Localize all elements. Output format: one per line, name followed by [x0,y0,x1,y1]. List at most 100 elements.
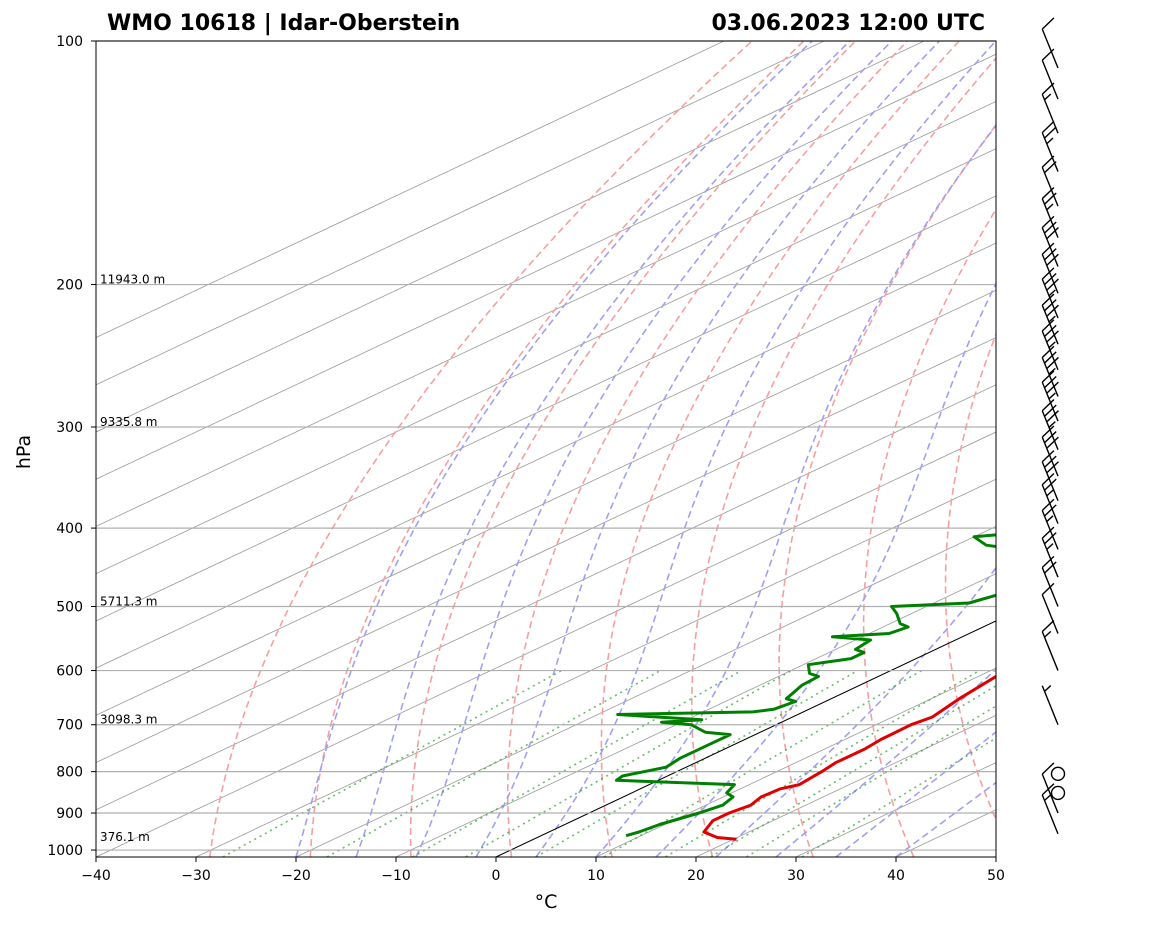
height-label: 5711.3 m [100,594,158,608]
y-tick-label: 700 [56,718,83,734]
wind-barb [1041,17,1059,69]
wind-barb [1041,293,1059,345]
x-tick-label: 40 [887,868,905,884]
height-label: 11943.0 m [100,273,165,287]
height-label: 9335.8 m [100,415,158,429]
wind-barb [1041,425,1059,477]
wind-barb [1041,685,1059,725]
x-tick-label: −40 [81,868,111,884]
moist-adiabat [895,781,996,857]
wind-barbs [1041,17,1066,835]
moist-adiabat [355,41,851,857]
mixing-ratio-line [746,705,996,857]
isotherm-line [96,41,825,386]
y-tick-label: 1000 [47,843,83,859]
wind-barb [1041,345,1059,397]
isotherm-line [695,714,996,857]
wind-barb [1041,555,1059,607]
isotherm-line [1096,41,1160,857]
x-tick-label: −20 [281,868,311,884]
mixing-ratio-line [412,669,742,857]
isotherm-line [96,384,996,811]
moist-adiabat [595,124,996,857]
isotherm-line [795,762,996,857]
isotherm-line [96,289,996,716]
wind-barb [1041,48,1059,100]
y-tick-label: 600 [56,664,83,680]
moist-adiabat [535,41,996,857]
isotherm-line [295,526,996,857]
wind-barb [1041,267,1059,319]
isotherm-line [96,41,925,433]
x-axis: −40 −30 −20 −10 0 10 20 30 40 50 [81,857,1005,884]
dry-adiabat [506,41,908,857]
x-tick-label: 10 [587,868,605,884]
pressure-gridlines [96,40,996,851]
moist-adiabat [655,281,996,857]
dry-adiabat [309,41,805,857]
wind-barb [1041,370,1059,422]
wind-barb [1041,450,1059,501]
dry-adiabat [944,332,996,822]
mixing-ratio-line [603,669,923,857]
wind-barb [1041,82,1059,134]
wind-barb [1041,155,1059,207]
isotherm-line [96,101,996,527]
reference-lines [96,41,1160,857]
isotherm-line [96,242,996,669]
moist-adiabat [475,41,941,857]
wind-barb [1041,762,1059,814]
isotherm-line [495,620,996,857]
temperature-line [702,674,996,841]
dry-adiabat [409,41,857,857]
mixing-ratio-line [222,669,562,857]
y-tick-label: 400 [56,521,83,537]
wind-barb [1041,582,1059,634]
isotherm-line [595,667,996,857]
x-tick-label: −30 [181,868,211,884]
dry-adiabat [600,41,960,857]
x-tick-label: 50 [987,868,1005,884]
wind-barb [1041,242,1059,294]
wind-barb [1041,473,1059,524]
calm-wind-marker [1050,766,1066,782]
x-tick-label: 30 [787,868,805,884]
isotherm-line [96,337,996,763]
chart-title-left: WMO 10618 | Idar-Oberstein [107,11,460,36]
y-tick-label: 900 [56,806,83,822]
x-tick-label: −10 [381,868,411,884]
dry-adiabat [778,123,996,857]
y-tick-label: 800 [56,765,83,781]
wind-barb [1041,526,1059,578]
height-label: 376.1 m [100,830,150,844]
height-label: 3098.3 m [100,713,158,727]
moist-adiabat [295,41,813,857]
isotherm-line [195,478,996,857]
x-axis-label: °C [535,891,558,913]
dry-adiabat [209,41,753,857]
x-tick-label: 20 [687,868,705,884]
plot-frame [95,40,997,858]
wind-barb [1041,186,1059,238]
isotherm-line [96,148,996,575]
mixing-ratio-line [710,684,996,857]
x-tick-label: 0 [492,868,501,884]
moist-adiabat [715,566,996,857]
wind-barb [1041,399,1059,450]
wind-barb [1041,498,1059,550]
dry-adiabat [1102,41,1160,857]
y-tick-label: 100 [56,34,83,50]
isotherm-line [895,809,996,857]
isotherm-line [96,53,996,480]
moist-adiabat [775,668,996,857]
calm-wind-marker [1050,785,1066,801]
wind-barb [1041,319,1059,371]
y-tick-label: 200 [56,278,83,294]
sounding-profiles [614,533,996,841]
mixing-ratio-line [465,669,792,857]
dry-adiabat [1025,41,1160,857]
dry-adiabat [691,56,996,857]
y-tick-label: 300 [56,420,83,436]
wind-barb [1041,215,1059,267]
